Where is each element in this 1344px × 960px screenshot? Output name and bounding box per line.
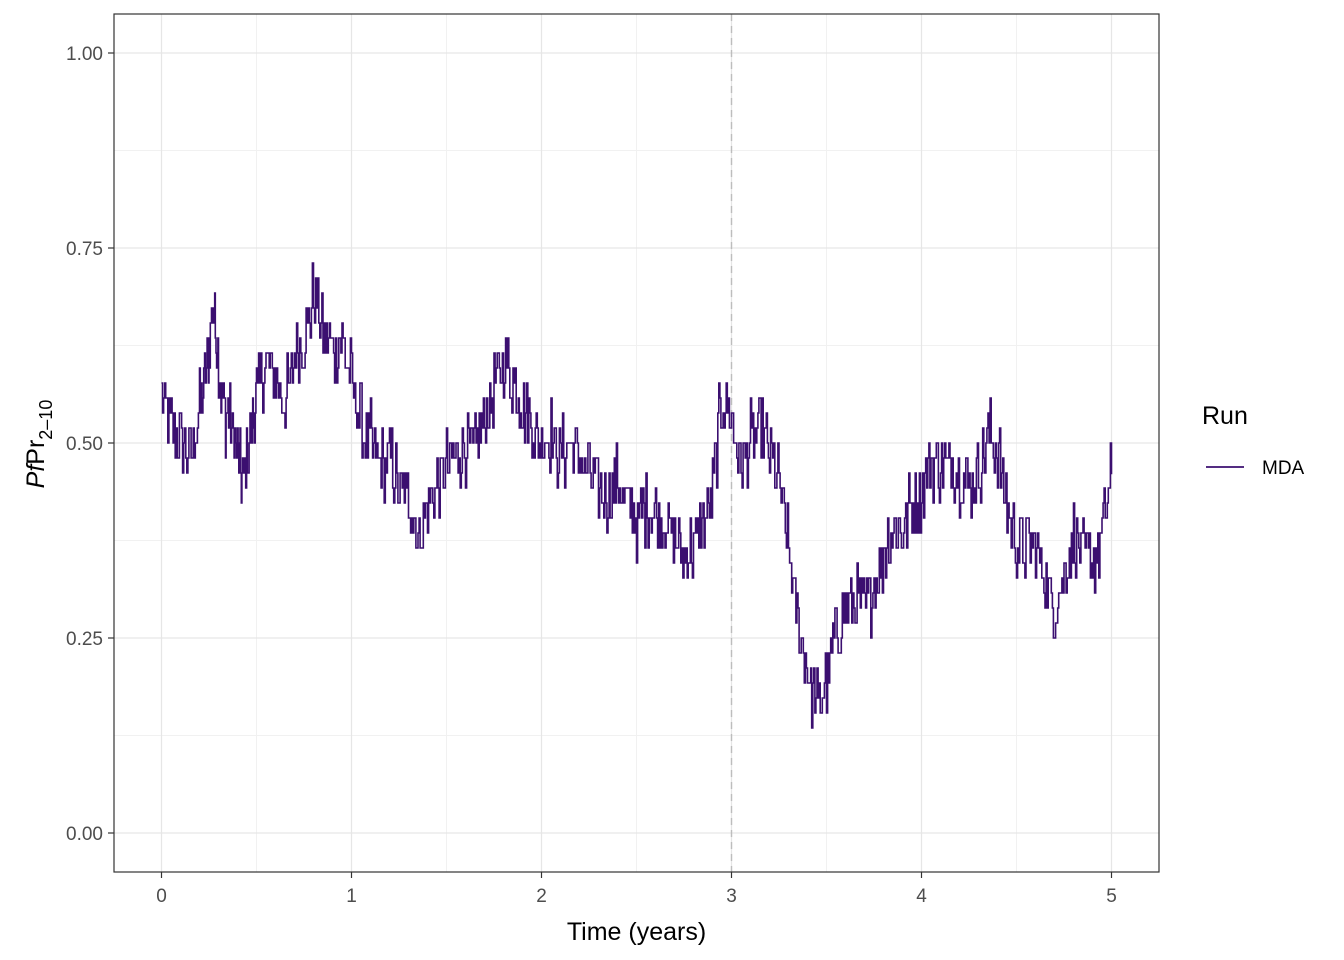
x-tick-label: 0 — [156, 886, 167, 907]
x-axis-title: Time (years) — [567, 918, 706, 946]
legend: Run MDA — [1202, 402, 1305, 479]
y-tick-label: 0.50 — [66, 434, 103, 455]
x-axis: 0 1 2 3 4 5 — [156, 872, 1117, 907]
x-tick-label: 5 — [1106, 886, 1117, 907]
y-tick-label: 1.00 — [66, 44, 103, 65]
y-axis-title-subscript: 2–10 — [36, 400, 56, 440]
y-axis-title: PfPr2–10 — [22, 400, 56, 489]
x-tick-label: 1 — [346, 886, 357, 907]
x-tick-label: 2 — [536, 886, 547, 907]
series-layer — [161, 262, 1113, 729]
series-line-mda — [161, 262, 1113, 729]
y-axis-title-italic: Pf — [22, 462, 50, 489]
x-tick-label: 3 — [726, 886, 737, 907]
y-tick-label: 0.00 — [66, 824, 103, 845]
y-tick-label: 0.25 — [66, 629, 103, 650]
y-tick-label: 0.75 — [66, 239, 103, 260]
legend-label-mda: MDA — [1262, 458, 1305, 479]
x-tick-label: 4 — [916, 886, 927, 907]
y-axis-title-main: Pr — [22, 440, 50, 465]
legend-title: Run — [1202, 402, 1248, 430]
y-axis: 0.00 0.25 0.50 0.75 1.00 — [66, 44, 114, 845]
